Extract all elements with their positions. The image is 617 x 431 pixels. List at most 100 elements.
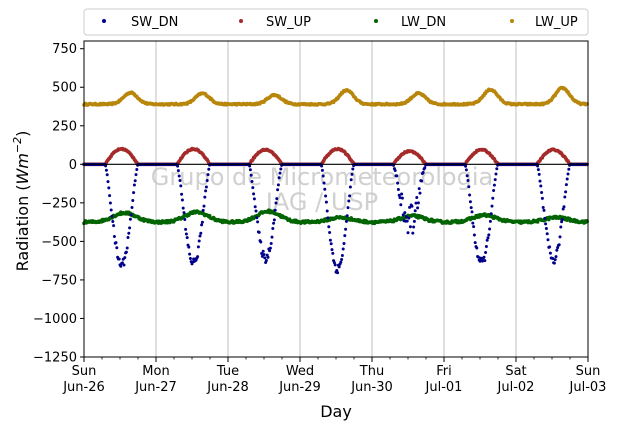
sw-dn-point: [351, 167, 355, 171]
sw-dn-point: [399, 203, 403, 207]
sw-dn-point: [207, 167, 211, 171]
sw-dn-point: [188, 256, 192, 260]
sw-dn-point: [181, 206, 185, 210]
sw-dn-point: [325, 209, 329, 213]
sw-dn-point: [348, 194, 352, 198]
sw-dn-point: [176, 164, 180, 168]
sw-dn-point: [197, 239, 201, 243]
y-tick-label: −500: [41, 235, 77, 250]
sw-dn-point: [132, 191, 136, 195]
sw-dn-point: [332, 261, 336, 265]
y-tick-label: 250: [52, 119, 77, 134]
sw-dn-point: [279, 167, 283, 171]
sw-dn-point: [471, 221, 475, 225]
grid-lines: [155, 41, 517, 357]
sw-dn-point: [198, 234, 202, 238]
sw-dn-point: [343, 234, 347, 238]
sw-dn-point: [176, 169, 180, 173]
sw-dn-point: [544, 222, 548, 226]
x-tick-date-label: Jun-29: [278, 380, 321, 395]
sw-dn-point: [252, 197, 256, 201]
sw-dn-point: [251, 186, 255, 190]
x-tick-day-label: Sat: [505, 364, 526, 379]
sw-dn-point: [270, 235, 274, 239]
sw-dn-point: [187, 245, 191, 249]
sw-dn-point: [204, 189, 208, 193]
sw-dn-point: [559, 225, 563, 229]
sw-dn-point: [486, 236, 490, 240]
sw-dn-point: [408, 225, 412, 229]
y-tick-label: −750: [41, 273, 77, 288]
sw-dn-point: [480, 259, 484, 263]
sw-dn-point: [263, 256, 267, 260]
sw-dn-point: [264, 258, 268, 262]
sw-dn-point: [111, 219, 115, 223]
sw-dn-point: [493, 178, 497, 182]
sw-dn-point: [472, 233, 476, 237]
sw-dn-point: [537, 172, 541, 176]
sw-dn-point: [327, 225, 331, 229]
sw-dn-point: [133, 179, 137, 183]
x-tick-day-label: Fri: [436, 364, 452, 379]
data-points: [82, 85, 589, 275]
x-tick-day-label: Tue: [216, 364, 239, 379]
y-tick-label: 750: [52, 42, 77, 57]
legend-label: SW_UP: [266, 15, 311, 30]
sw-dn-point: [492, 183, 496, 187]
sw-dn-point: [420, 179, 424, 183]
sw-dn-point: [536, 168, 540, 172]
sw-dn-point: [277, 176, 281, 180]
sw-dn-point: [331, 251, 335, 255]
sw-dn-point: [203, 195, 207, 199]
sw-dn-point: [395, 174, 399, 178]
sw-dn-point: [117, 257, 121, 261]
sw-dn-point: [487, 233, 491, 237]
sw-dn-point: [134, 173, 138, 177]
sw-dn-point: [410, 204, 414, 208]
y-axis-label-unit: Wm: [13, 153, 32, 184]
sw-dn-point: [184, 232, 188, 236]
sw-dn-point: [135, 167, 139, 171]
sw-dn-point: [320, 164, 324, 168]
sw-dn-point: [196, 245, 200, 249]
sw-dn-point: [112, 224, 116, 228]
sw-dn-point: [398, 196, 402, 200]
sw-dn-point: [555, 248, 559, 252]
sw-dn-point: [485, 238, 489, 242]
sw-dn-point: [323, 187, 327, 191]
sw-dn-point: [469, 206, 473, 210]
sw-dn-point: [490, 204, 494, 208]
sw-dn-point: [271, 227, 275, 231]
sw-dn-point: [488, 227, 492, 231]
sw-dn-point: [114, 241, 118, 245]
x-axis: SunJun-26MonJun-27TueJun-28WedJun-29ThuJ…: [62, 357, 606, 395]
sw-dn-point: [260, 252, 264, 256]
sw-dn-point: [104, 164, 108, 168]
sw-dn-point: [124, 250, 128, 254]
sw-dn-point: [328, 238, 332, 242]
sw-dn-point: [130, 205, 134, 209]
sw-dn-point: [536, 164, 540, 168]
sw-dn-point: [184, 227, 188, 231]
sw-dn-point: [539, 184, 543, 188]
sw-dn-point: [554, 255, 558, 259]
legend-marker: [102, 19, 106, 23]
sw-dn-point: [274, 201, 278, 205]
sw-dn-point: [468, 193, 472, 197]
sw-dn-point: [408, 205, 412, 209]
sw-dn-point: [482, 255, 486, 259]
sw-dn-point: [483, 259, 487, 263]
sw-dn-point: [541, 205, 545, 209]
sw-dn-point: [109, 208, 113, 212]
sw-dn-point: [256, 220, 260, 224]
sw-dn-point: [544, 226, 548, 230]
sw-dn-point: [272, 218, 276, 222]
y-tick-label: 0: [69, 158, 77, 173]
sw-dn-point: [105, 173, 109, 177]
sw-dn-point: [416, 201, 420, 205]
x-tick-day-label: Mon: [142, 364, 169, 379]
sw-dn-point: [179, 184, 183, 188]
x-tick-day-label: Sun: [72, 364, 97, 379]
sw-dn-point: [324, 194, 328, 198]
sw-dn-point: [112, 234, 116, 238]
